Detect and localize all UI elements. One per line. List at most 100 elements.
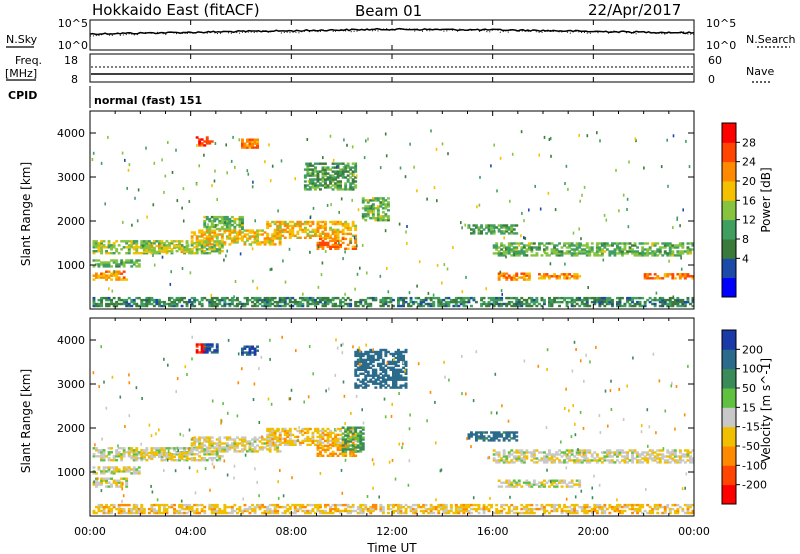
- heatmap-cell: [444, 300, 448, 304]
- heatmap-cell: [190, 300, 194, 304]
- heatmap-cell: [246, 296, 249, 300]
- heatmap-cell: [147, 242, 151, 245]
- heatmap-cell: [502, 507, 506, 511]
- heatmap-cell: [271, 243, 275, 246]
- date-label: 22/Apr/2017: [588, 1, 681, 19]
- heatmap-cell: [392, 368, 395, 371]
- heatmap-cell: [213, 219, 217, 223]
- heatmap-cell: [392, 352, 395, 356]
- heatmap-cell: [336, 186, 340, 189]
- heatmap-cell: [346, 180, 350, 183]
- heatmap-cell: [288, 234, 292, 237]
- heatmap-cell: [392, 354, 395, 358]
- heatmap-cell: [510, 250, 514, 253]
- heatmap-cell: [213, 179, 216, 183]
- heatmap-cell: [253, 351, 257, 354]
- heatmap-cell: [97, 302, 101, 306]
- heatmap-cell: [256, 233, 259, 236]
- heatmap-cell: [205, 440, 209, 443]
- heatmap-cell: [394, 378, 398, 381]
- heatmap-cell: [475, 507, 478, 511]
- heatmap-cell: [321, 435, 325, 439]
- heatmap-cell: [208, 444, 212, 447]
- heatmap-cell: [205, 225, 209, 229]
- heatmap-cell: [417, 505, 421, 509]
- heatmap-cell: [319, 454, 322, 457]
- heatmap-cell: [495, 459, 499, 462]
- heatmap-cell: [125, 302, 129, 306]
- heatmap-cell: [394, 368, 398, 371]
- heatmap-cell: [215, 448, 219, 451]
- heatmap-cell: [575, 296, 579, 300]
- heatmap-cell: [147, 451, 151, 455]
- heatmap-cell: [117, 453, 121, 456]
- heatmap-cell: [387, 296, 390, 300]
- heatmap-cell: [643, 457, 647, 460]
- heatmap-cell: [573, 300, 577, 304]
- heatmap-cell: [319, 178, 322, 181]
- heatmap-cell: [646, 453, 650, 456]
- heatmap-cell: [461, 226, 463, 230]
- heatmap-cell: [530, 483, 534, 486]
- heatmap-cell: [636, 451, 639, 454]
- heatmap-cell: [467, 225, 469, 229]
- heatmap-cell: [213, 507, 217, 511]
- heatmap-cell: [188, 457, 192, 461]
- heatmap-cell: [530, 298, 534, 302]
- heatmap-cell: [319, 234, 322, 237]
- heatmap-cell: [525, 483, 529, 486]
- heatmap-cell: [296, 220, 300, 224]
- heatmap-cell: [663, 242, 667, 245]
- heatmap-cell: [324, 226, 327, 230]
- heatmap-cell: [361, 298, 365, 302]
- heatmap-cell: [241, 219, 244, 223]
- heatmap-cell: [462, 511, 466, 515]
- heatmap-cell: [293, 302, 297, 306]
- heatmap-cell: [251, 300, 254, 304]
- heatmap-cell: [359, 432, 363, 435]
- heatmap-cell: [497, 276, 501, 279]
- heatmap-cell: [603, 298, 607, 302]
- heatmap-cell: [510, 242, 514, 245]
- heatmap-cell: [170, 248, 174, 251]
- heatmap-cell: [97, 481, 101, 484]
- heatmap-cell: [326, 178, 330, 181]
- heatmap-cell: [326, 441, 330, 444]
- heatmap-cell: [583, 252, 587, 255]
- heatmap-cell: [573, 298, 577, 302]
- heatmap-cell: [357, 208, 360, 212]
- heatmap-cell: [278, 443, 282, 446]
- heatmap-cell: [100, 479, 103, 482]
- heatmap-cell: [188, 507, 192, 511]
- heatmap-cell: [553, 248, 556, 251]
- heatmap-cell: [480, 302, 483, 306]
- heatmap-cell: [112, 481, 116, 484]
- heatmap-cell: [334, 170, 337, 173]
- heatmap-cell: [107, 477, 111, 480]
- heatmap-cell: [324, 433, 327, 437]
- heatmap-cell: [215, 233, 219, 236]
- heatmap-cell: [311, 184, 315, 187]
- heatmap-cell: [344, 430, 348, 433]
- heatmap-cell: [565, 455, 569, 458]
- heatmap-cell: [470, 304, 473, 308]
- heatmap-cell: [540, 451, 544, 454]
- heatmap-cell: [120, 511, 124, 515]
- heatmap-cell: [329, 182, 332, 185]
- heatmap-cell: [92, 509, 96, 513]
- heatmap-cell: [354, 184, 358, 187]
- heatmap-cell: [215, 227, 219, 231]
- heatmap-cell: [228, 219, 232, 223]
- heatmap-cell: [246, 507, 249, 511]
- heatmap-cell: [611, 242, 614, 245]
- heatmap-cell: [326, 166, 330, 169]
- heatmap-cell: [334, 239, 337, 243]
- heatmap-cell: [535, 254, 539, 257]
- heatmap-cell: [220, 446, 224, 449]
- heatmap-cell: [628, 160, 630, 164]
- heatmap-cell: [308, 186, 312, 189]
- heatmap-cell: [482, 507, 486, 511]
- heatmap-cell: [608, 254, 612, 257]
- heatmap-cell: [210, 457, 214, 460]
- heatmap-cell: [122, 453, 126, 456]
